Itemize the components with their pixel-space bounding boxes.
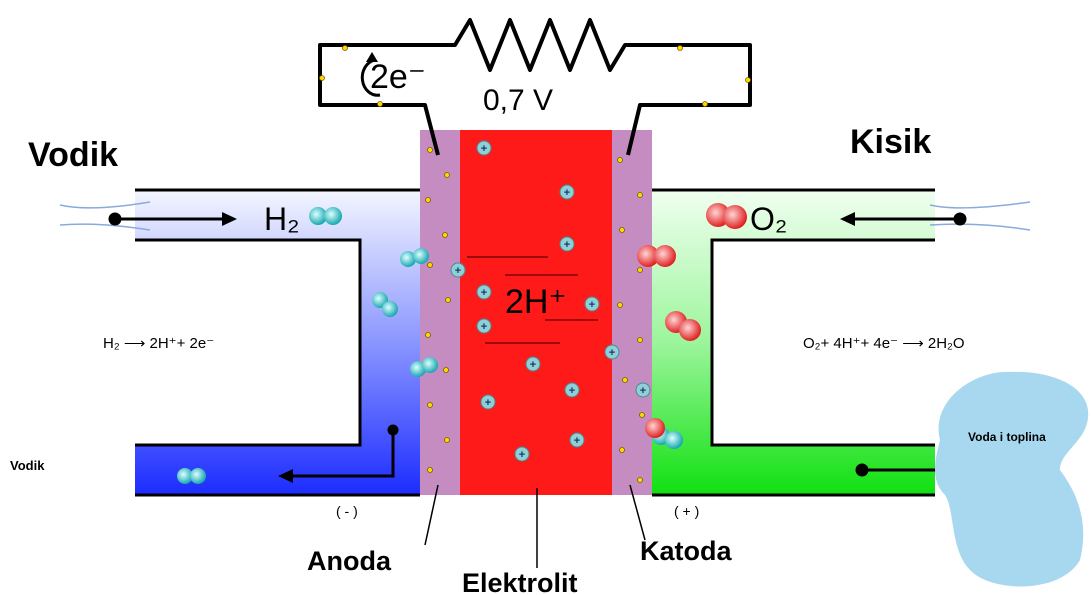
svg-text:+: + (574, 435, 580, 447)
electrolyte (460, 130, 612, 495)
svg-text:+: + (564, 187, 570, 199)
svg-text:+: + (589, 299, 595, 311)
electrons-label: 2e⁻ (370, 58, 426, 96)
svg-text:+: + (530, 359, 536, 371)
circuit-wire (318, 18, 752, 156)
svg-text:+: + (519, 449, 525, 461)
arrow-head (366, 52, 378, 62)
svg-text:+: + (485, 397, 491, 409)
ions-label: 2H⁺ (505, 283, 566, 321)
title-left: Vodik (28, 136, 118, 174)
anode-reaction: H₂ ⟶ 2H⁺+ 2e⁻ (103, 335, 214, 352)
outlet-left: Vodik (10, 458, 45, 473)
pointer-lines (424, 484, 646, 568)
inlet-left: H₂ (264, 201, 300, 237)
cathode (612, 130, 652, 495)
svg-text:+: + (455, 265, 461, 277)
inlet-right: O₂ (750, 201, 787, 237)
electron-flow-arrow (360, 58, 381, 97)
anode-label: Anoda (307, 546, 392, 576)
electrolyte-label: Elektrolit (462, 568, 578, 595)
svg-text:+: + (481, 287, 487, 299)
svg-text:+: + (569, 385, 575, 397)
voltage-label: 0,7 V (483, 84, 553, 117)
hydrogen-molecules (177, 207, 683, 484)
cathode-polarity: ( + ) (674, 503, 699, 519)
svg-text:+: + (564, 239, 570, 251)
oxygen-molecules (637, 203, 747, 438)
svg-text:+: + (640, 385, 646, 397)
cathode-reaction: O₂+ 4H⁺+ 4e⁻ ⟶ 2H₂O (803, 335, 965, 352)
water-cloud (935, 371, 1089, 587)
svg-text:+: + (481, 321, 487, 333)
ion-flow-arrows (467, 256, 598, 344)
outlet-right: Voda i toplina (968, 430, 1046, 444)
cathode-channel-walls (652, 188, 935, 497)
cathode-label: Katoda (640, 536, 732, 566)
anode (420, 130, 460, 495)
flow-arrows (59, 201, 1031, 483)
title-right: Kisik (850, 123, 931, 161)
electrons (319, 45, 751, 483)
svg-text:+: + (481, 143, 487, 155)
anode-polarity: ( - ) (336, 503, 358, 519)
svg-text:+: + (609, 347, 615, 359)
protons: + + + + + + + + + + + + + + (450, 140, 651, 462)
anode-channel-walls (135, 188, 420, 497)
